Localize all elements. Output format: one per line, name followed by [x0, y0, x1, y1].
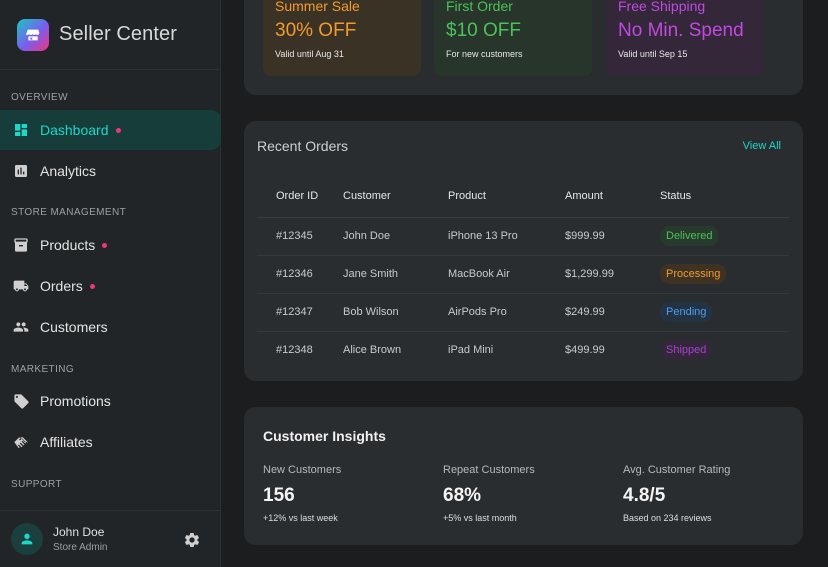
- status-badge: Delivered: [660, 226, 719, 246]
- notification-dot: [89, 283, 95, 289]
- metric-repeat-customers: Repeat Customers 68% +5% vs last month: [443, 464, 535, 523]
- order-customer: Jane Smith: [343, 255, 448, 294]
- table-row[interactable]: #12345 John Doe iPhone 13 Pro $999.99 De…: [257, 217, 789, 256]
- column-header[interactable]: Order ID: [257, 175, 343, 218]
- order-amount: $1,299.99: [565, 255, 660, 294]
- promo-note: Valid until Sep 15: [618, 49, 688, 59]
- user-role: Store Admin: [53, 542, 108, 553]
- metric-value: 156: [263, 485, 295, 506]
- order-customer: John Doe: [343, 217, 448, 256]
- sidebar-item-orders[interactable]: Orders: [0, 266, 221, 306]
- avatar: [11, 523, 43, 555]
- handshake-icon: [12, 433, 30, 451]
- metric-label: Avg. Customer Rating: [623, 464, 731, 476]
- metric-note: +12% vs last week: [263, 513, 338, 523]
- order-product: AirPods Pro: [448, 293, 565, 332]
- column-header[interactable]: Customer: [343, 175, 448, 218]
- order-id: #12345: [257, 217, 343, 256]
- orders-title: Recent Orders: [257, 138, 349, 154]
- truck-icon: [12, 277, 30, 295]
- dashboard-icon: [12, 121, 30, 139]
- sidebar-item-label: Products: [40, 237, 96, 253]
- column-header[interactable]: Status: [660, 175, 789, 218]
- promo-value: No Min. Spend: [618, 20, 744, 41]
- order-product: iPhone 13 Pro: [448, 217, 565, 256]
- sidebar-item-analytics[interactable]: Analytics: [0, 151, 221, 191]
- customer-insights-card: Customer Insights New Customers 156 +12%…: [244, 407, 803, 545]
- storefront-icon: [17, 18, 49, 51]
- gear-icon[interactable]: [183, 531, 201, 549]
- sidebar-item-promotions[interactable]: Promotions: [0, 381, 221, 421]
- metric-avg-rating: Avg. Customer Rating 4.8/5 Based on 234 …: [623, 464, 730, 523]
- promo-summer-sale[interactable]: Summer Sale 30% OFF Valid until Aug 31: [263, 0, 421, 76]
- tag-icon: [12, 392, 30, 410]
- view-all-link[interactable]: View All: [742, 140, 781, 152]
- column-header[interactable]: Product: [448, 175, 565, 218]
- user-name: John Doe: [53, 525, 105, 539]
- column-header[interactable]: Amount: [565, 175, 660, 218]
- promo-value: 30% OFF: [275, 20, 357, 41]
- sidebar-item-products[interactable]: Products: [0, 225, 221, 265]
- section-marketing: MARKETING: [11, 364, 75, 375]
- sidebar-item-label: Affiliates: [40, 434, 93, 450]
- bar-chart-icon: [12, 162, 30, 180]
- status-badge: Processing: [660, 264, 727, 284]
- brand: Seller Center: [0, 0, 220, 70]
- promo-first-order[interactable]: First Order $10 OFF For new customers: [434, 0, 592, 76]
- people-icon: [12, 318, 30, 336]
- sidebar-item-dashboard[interactable]: Dashboard: [0, 110, 221, 150]
- order-amount: $499.99: [565, 344, 605, 357]
- sidebar-item-affiliates[interactable]: Affiliates: [0, 422, 221, 462]
- promo-free-shipping[interactable]: Free Shipping No Min. Spend Valid until …: [606, 0, 764, 76]
- section-support: SUPPORT: [11, 479, 62, 490]
- order-amount: $249.99: [565, 293, 660, 332]
- promo-name: Free Shipping: [618, 0, 706, 14]
- notification-dot: [102, 242, 108, 248]
- insights-title: Customer Insights: [263, 428, 386, 444]
- promo-note: Valid until Aug 31: [275, 49, 344, 59]
- order-product: MacBook Air: [448, 255, 565, 294]
- order-id: #12348: [276, 344, 313, 357]
- status-badge: Pending: [660, 302, 713, 322]
- orders-table: Order ID Customer Product Amount Status …: [257, 175, 789, 369]
- sidebar-item-label: Analytics: [40, 163, 97, 179]
- table-row[interactable]: #12347 Bob Wilson AirPods Pro $249.99 Pe…: [257, 293, 789, 332]
- promo-name: First Order: [446, 0, 513, 14]
- user-profile[interactable]: John Doe Store Admin: [0, 510, 221, 567]
- sidebar-item-label: Dashboard: [40, 122, 109, 138]
- sidebar: Seller Center OVERVIEW Dashboard Analyti…: [0, 0, 221, 567]
- order-id: #12346: [257, 255, 343, 294]
- sidebar-item-customers[interactable]: Customers: [0, 307, 221, 347]
- table-row[interactable]: #12346 Jane Smith MacBook Air $1,299.99 …: [257, 255, 789, 294]
- promo-name: Summer Sale: [275, 0, 360, 14]
- promotions-card: Summer Sale 30% OFF Valid until Aug 31 F…: [244, 0, 803, 95]
- brand-title: Seller Center: [59, 23, 178, 45]
- promo-note: For new customers: [446, 49, 523, 59]
- promo-value: $10 OFF: [446, 20, 521, 41]
- metric-note: Based on 234 reviews: [623, 513, 712, 523]
- order-product: iPad Mini: [448, 344, 494, 357]
- status-badge: Shipped: [660, 340, 713, 361]
- table-header-row: Order ID Customer Product Amount Status: [257, 175, 789, 218]
- sidebar-item-label: Orders: [40, 278, 83, 294]
- metric-value: 68%: [443, 485, 482, 506]
- order-customer: Bob Wilson: [343, 293, 448, 332]
- table-row[interactable]: #12348 Alice Brown iPad Mini $499.99 Shi…: [257, 331, 789, 369]
- order-id: #12347: [257, 293, 343, 332]
- metric-value: 4.8/5: [623, 485, 666, 506]
- order-amount: $999.99: [565, 217, 660, 256]
- recent-orders-card: Recent Orders View All Order ID Customer…: [244, 121, 803, 381]
- notification-dot: [115, 127, 121, 133]
- metric-label: New Customers: [263, 464, 342, 476]
- inventory-box-icon: [12, 236, 30, 254]
- sidebar-item-label: Promotions: [40, 393, 111, 409]
- person-icon: [21, 533, 33, 545]
- section-overview: OVERVIEW: [11, 92, 68, 103]
- section-store-management: STORE MANAGEMENT: [11, 207, 127, 218]
- order-customer: Alice Brown: [343, 344, 402, 357]
- metric-label: Repeat Customers: [443, 464, 535, 476]
- metric-new-customers: New Customers 156 +12% vs last week: [263, 464, 341, 523]
- metric-note: +5% vs last month: [443, 513, 517, 523]
- sidebar-item-label: Customers: [40, 319, 108, 335]
